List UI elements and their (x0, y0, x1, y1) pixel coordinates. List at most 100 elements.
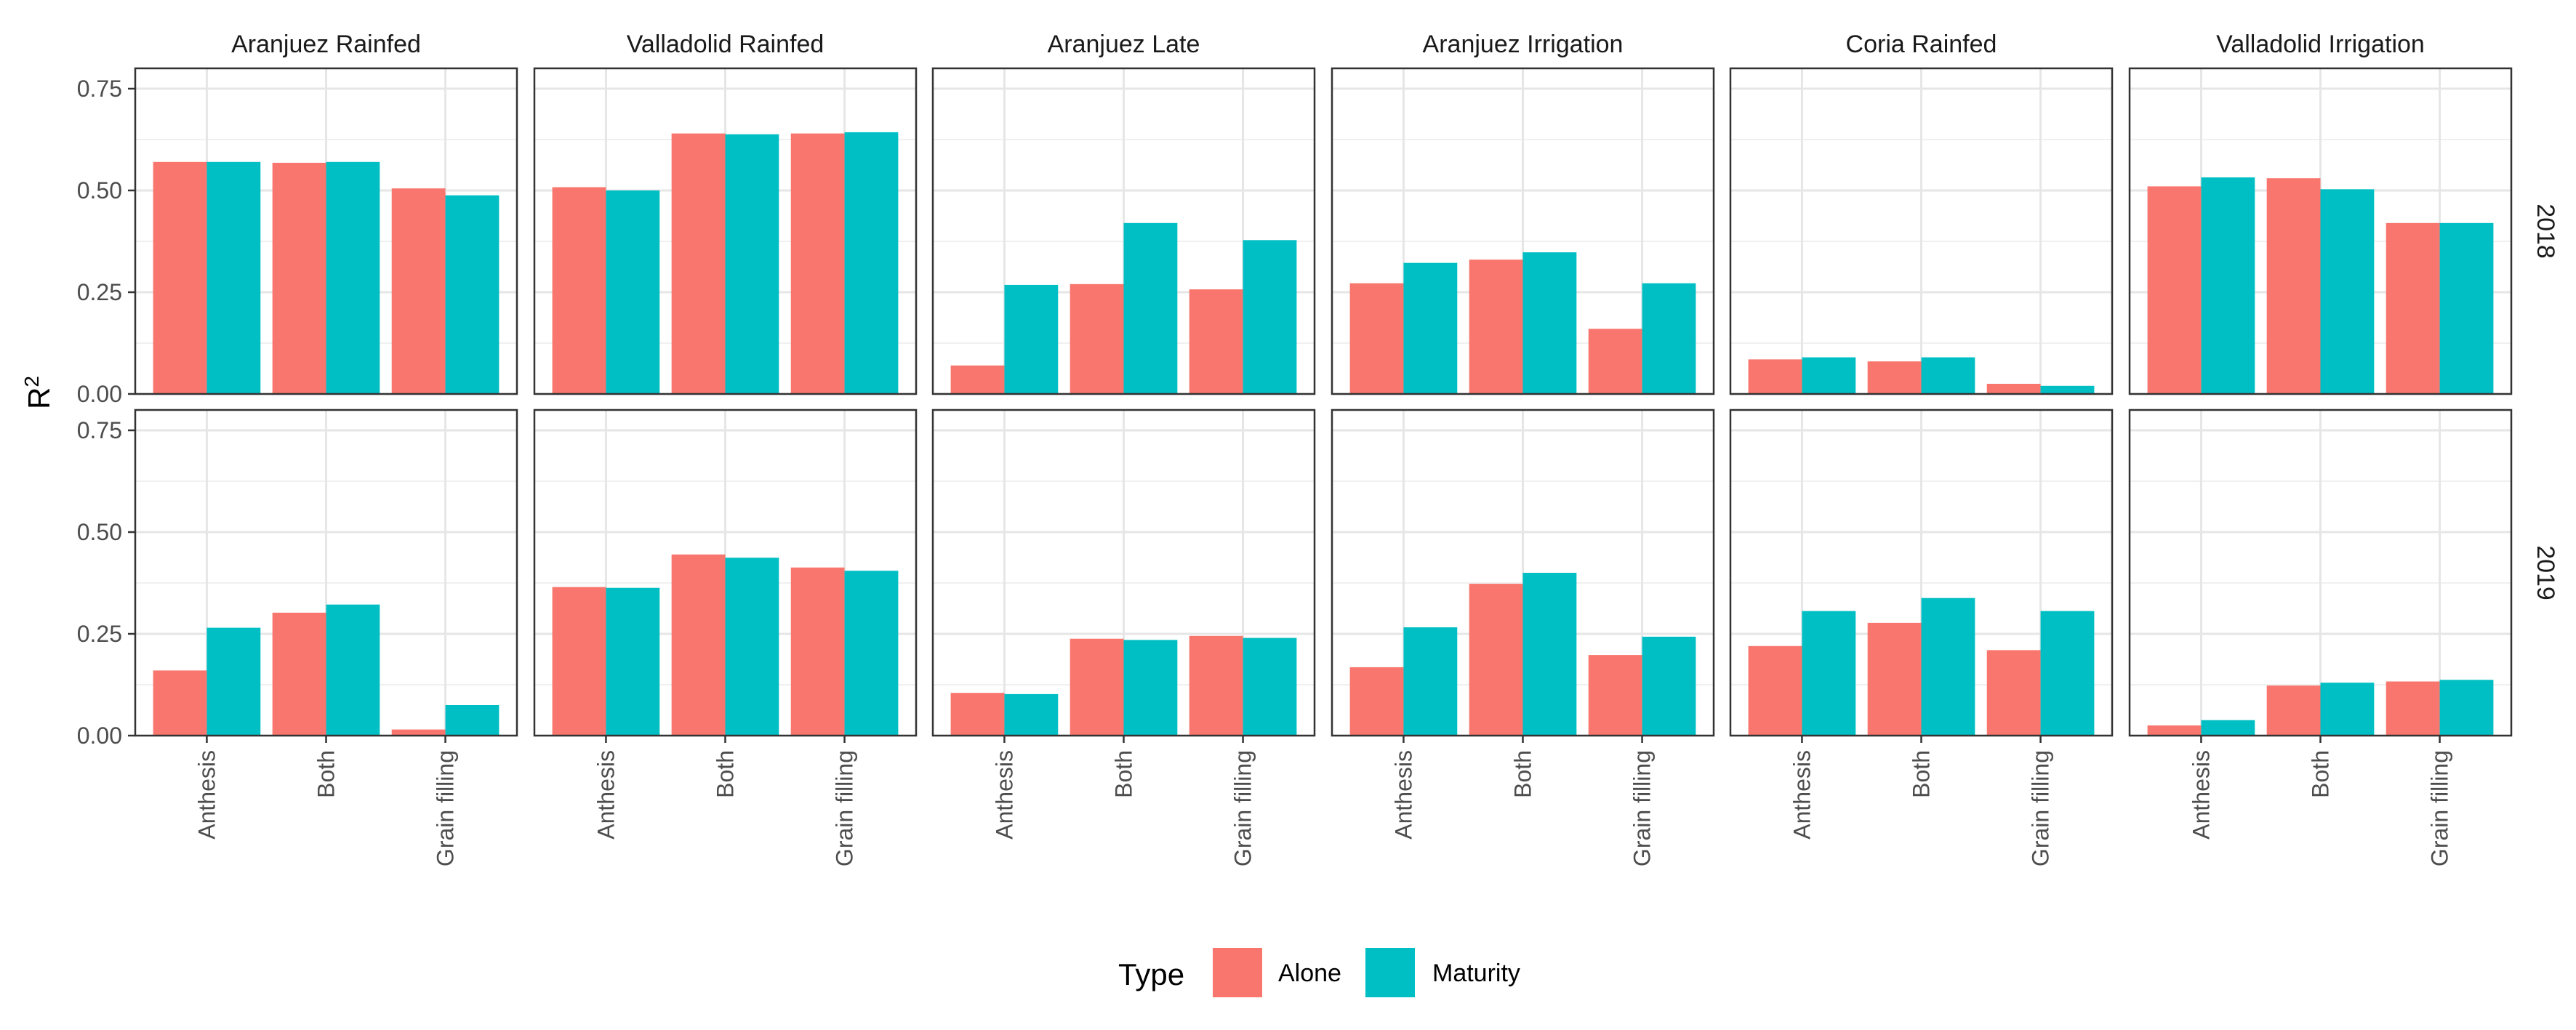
bar-maturity-both (2320, 683, 2375, 736)
x-tick-label-anthesis: Anthesis (991, 750, 1017, 840)
bar-alone-grain-filling (391, 188, 446, 394)
y-tick-label: 0.25 (77, 279, 122, 305)
bar-alone-grain-filling (391, 729, 446, 736)
x-tick-label-both: Both (713, 750, 739, 798)
bar-alone-grain-filling (2386, 681, 2440, 736)
panel-aranjuez-late-2018 (931, 67, 1316, 395)
bar-alone-both (671, 133, 726, 394)
bar-alone-both (2266, 178, 2321, 394)
y-tick-label: 0.00 (77, 381, 122, 407)
legend-label-alone: Alone (1278, 959, 1341, 987)
x-tick-label-grain-filling: Grain filling (1230, 750, 1256, 866)
bar-maturity-grain-filling (844, 571, 899, 736)
bar-maturity-both (1123, 222, 1178, 394)
legend-key-maturity (1365, 948, 1415, 997)
strip-label-valladolid-rainfed: Valladolid Rainfed (627, 31, 824, 58)
y-tick-label: 0.25 (77, 621, 122, 647)
legend: Type Alone Maturity (1118, 948, 1520, 997)
panel-aranjuez-late-2019 (931, 409, 1316, 737)
bar-alone-grain-filling (790, 567, 845, 736)
x-tick-label-anthesis: Anthesis (1789, 750, 1815, 840)
panels-layer (134, 67, 2513, 737)
bar-alone-grain-filling (1189, 635, 1243, 736)
strip-label-aranjuez-rainfed: Aranjuez Rainfed (231, 31, 421, 58)
bar-alone-both (1867, 622, 1922, 736)
x-axes: Anthesis Both Grain filling Anthesis Both Gra… (193, 736, 2453, 866)
bar-maturity-anthesis (2201, 177, 2255, 394)
row-strip-label-2018: 2018 (2532, 204, 2559, 259)
x-tick-label-grain-filling: Grain filling (2427, 750, 2453, 866)
bar-maturity-grain-filling (1642, 283, 1696, 394)
y-tick-label: 0.50 (77, 177, 122, 204)
y-axis-title-main: R (22, 387, 56, 409)
column-strips: Aranjuez Rainfed Valladolid Rainfed Aranju… (231, 31, 2425, 58)
bar-maturity-grain-filling (2439, 680, 2494, 736)
bar-maturity-anthesis (1004, 693, 1059, 736)
x-tick-label-both: Both (313, 750, 340, 798)
bar-alone-both (1469, 259, 1523, 394)
legend-title: Type (1118, 957, 1184, 991)
x-tick-label-both: Both (2308, 750, 2334, 798)
panel-aranjuez-irrigation-2019 (1331, 409, 1715, 737)
bar-maturity-grain-filling (2040, 385, 2095, 394)
bar-maturity-anthesis (206, 627, 261, 736)
bar-alone-anthesis (552, 187, 606, 394)
bar-alone-anthesis (1748, 359, 1802, 394)
bar-maturity-anthesis (2201, 720, 2255, 736)
panel-valladolid-rainfed-2018 (533, 67, 918, 395)
x-tick-label-grain-filling: Grain filling (1629, 750, 1656, 866)
bar-maturity-grain-filling (445, 705, 499, 736)
panel-aranjuez-rainfed-2019 (134, 409, 518, 737)
panel-coria-rainfed-2018 (1729, 67, 2114, 395)
bar-maturity-grain-filling (2040, 611, 2095, 736)
row-strips: 2018 2019 (2532, 204, 2559, 600)
y-axis-title: R2 (20, 376, 57, 409)
bar-maturity-grain-filling (2439, 222, 2494, 394)
bar-alone-anthesis (153, 161, 207, 395)
panel-border (1331, 67, 1715, 395)
bar-maturity-grain-filling (1243, 637, 1297, 736)
bar-maturity-both (725, 134, 779, 394)
bar-alone-anthesis (552, 587, 606, 736)
bar-alone-both (671, 554, 726, 736)
panel-border (1729, 67, 2114, 395)
legend-key-alone (1213, 948, 1262, 997)
y-tick-label: 0.50 (77, 519, 122, 545)
panel-aranjuez-irrigation-2018 (1331, 67, 1715, 395)
bar-maturity-anthesis (206, 161, 261, 395)
bar-alone-anthesis (1349, 283, 1404, 394)
x-tick-label-grain-filling: Grain filling (2028, 750, 2054, 866)
x-tick-label-both: Both (1111, 750, 1137, 798)
bar-maturity-grain-filling (445, 195, 499, 394)
bar-maturity-both (1522, 252, 1577, 394)
y-tick-label: 0.00 (77, 723, 122, 749)
x-tick-label-anthesis: Anthesis (593, 750, 619, 840)
bar-maturity-anthesis (1004, 284, 1059, 394)
bar-maturity-anthesis (1403, 627, 1458, 736)
panel-valladolid-irrigation-2019 (2128, 409, 2513, 737)
strip-label-coria-rainfed: Coria Rainfed (1846, 31, 1997, 58)
panel-border (931, 67, 1316, 395)
x-tick-label-both: Both (1510, 750, 1536, 798)
bar-alone-both (272, 612, 326, 736)
x-tick-label-anthesis: Anthesis (2188, 750, 2214, 840)
bar-alone-anthesis (2147, 186, 2202, 394)
bar-alone-anthesis (1349, 667, 1404, 736)
bar-maturity-both (1123, 640, 1178, 736)
strip-label-aranjuez-late: Aranjuez Late (1048, 31, 1200, 58)
panel-coria-rainfed-2019 (1729, 409, 2114, 737)
bar-maturity-anthesis (1802, 357, 1856, 394)
bar-alone-grain-filling (1986, 384, 2041, 394)
x-tick-label-grain-filling: Grain filling (433, 750, 459, 866)
panel-border (533, 67, 918, 395)
bar-maturity-anthesis (1403, 262, 1458, 394)
bar-alone-grain-filling (1588, 655, 1642, 736)
bar-alone-grain-filling (790, 133, 845, 394)
bar-alone-both (272, 162, 326, 395)
bar-maturity-anthesis (1802, 611, 1856, 736)
x-tick-label-anthesis: Anthesis (1390, 750, 1416, 840)
bar-alone-both (1070, 638, 1124, 736)
bar-maturity-both (1921, 598, 1975, 736)
bar-maturity-grain-filling (1642, 636, 1696, 736)
